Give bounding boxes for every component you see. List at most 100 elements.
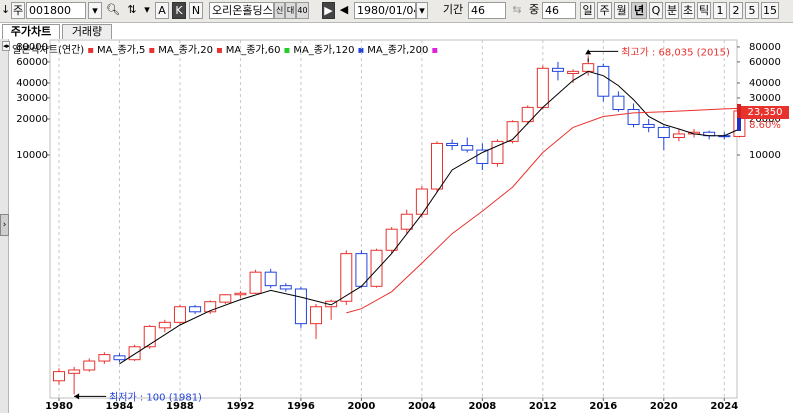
x-tick-label: 1992: [227, 401, 255, 412]
candle-body: [204, 301, 217, 313]
ma-line: [119, 70, 740, 365]
count-input[interactable]: 46: [542, 2, 576, 19]
x-tick-label: 2004: [408, 401, 436, 412]
tab-volume[interactable]: 거래량: [62, 24, 112, 39]
x-tick-label: 2008: [468, 401, 496, 412]
period-minute[interactable]: 분: [665, 2, 679, 19]
legend-ma5: MA_종가,5: [96, 45, 146, 56]
period-tick[interactable]: 틱: [697, 2, 711, 19]
candle-body: [340, 253, 353, 302]
price-down-marker: [737, 118, 741, 131]
prev-icon[interactable]: ◀: [339, 3, 349, 16]
x-tick-label: 2020: [650, 401, 678, 412]
plot-frame: [49, 39, 738, 399]
candle-body: [385, 228, 398, 251]
tool-a-button[interactable]: A: [155, 2, 169, 19]
candle-body: [627, 109, 640, 125]
candle-body: [128, 346, 141, 361]
low-label: 최저가 : 100 (1981): [109, 391, 202, 403]
candle-body: [597, 65, 610, 97]
stock-code-input[interactable]: 001800: [26, 2, 86, 19]
y-tick-label-left: 30000: [16, 93, 48, 104]
candle-body: [521, 106, 534, 123]
interval-15[interactable]: 15: [761, 2, 779, 19]
tool-n-button[interactable]: N: [189, 2, 203, 19]
search-icon[interactable]: 🔍︎: [106, 3, 120, 16]
candle-body: [83, 360, 96, 371]
candle-body: [370, 249, 383, 287]
arrow-down-icon[interactable]: ↓: [1, 3, 10, 16]
x-tick-label: 1984: [106, 401, 134, 412]
badge-loan: 대: [285, 2, 296, 19]
candle-body: [113, 355, 126, 361]
chevron-down-icon[interactable]: ▾: [144, 3, 150, 16]
badge-new: 신: [274, 2, 285, 19]
candle-body: [551, 67, 564, 72]
tool-k-button[interactable]: K: [172, 2, 186, 19]
legend-title: 일본식차트(연간): [12, 45, 85, 56]
candle-body: [249, 271, 262, 294]
x-tick-label: 2000: [347, 401, 375, 412]
tab-price-chart[interactable]: 주가차트: [2, 24, 60, 39]
candle-body: [264, 271, 277, 287]
start-date-input[interactable]: 1980/01/04: [354, 2, 416, 19]
stock-name-field: 오리온홀딩스: [209, 2, 274, 19]
interval-2[interactable]: 2: [729, 2, 743, 19]
x-tick-label: 2016: [589, 401, 617, 412]
candle-body: [143, 325, 156, 348]
period-day[interactable]: 일: [580, 2, 595, 19]
side-panel-toggle[interactable]: ›: [0, 214, 9, 236]
y-tick-label-right: 60000: [749, 57, 781, 68]
period-month[interactable]: 월: [614, 2, 629, 19]
x-tick-label: 2012: [529, 401, 557, 412]
count-label: 중: [528, 3, 540, 16]
current-price-badge: 23,350: [741, 106, 789, 119]
candle-body: [325, 300, 338, 308]
link-icon[interactable]: ⇆: [512, 3, 522, 16]
candle-body: [234, 292, 247, 296]
candle-body: [53, 371, 65, 382]
y-tick-label-right: 30000: [749, 93, 781, 104]
candle-body: [672, 133, 685, 139]
y-tick-label-left: 10000: [16, 150, 48, 161]
candle-body: [279, 285, 292, 290]
candle-body: [158, 321, 171, 329]
period-quarter[interactable]: Q: [649, 2, 663, 19]
sort-icon[interactable]: ⇅: [127, 3, 137, 16]
candle-body: [310, 306, 323, 325]
legend-ma120: MA_종가,120: [293, 45, 355, 56]
chart-tabs: 주가차트 거래량: [0, 23, 793, 39]
change-percent: 8.60%: [749, 120, 781, 131]
period-input[interactable]: 46: [468, 2, 506, 19]
chart-legend: 일본식차트(연간) ▪ MA_종가,5 ▪ MA_종가,20 ▪ MA_종가,60 ▪ MA_종…: [12, 45, 439, 56]
x-tick-label: 1980: [45, 401, 73, 412]
candle-body: [476, 149, 489, 164]
ma-line: [346, 107, 740, 314]
interval-1[interactable]: 1: [713, 2, 727, 19]
candle-body: [461, 145, 474, 151]
toolbar: ↓ 주 001800 ▾ 🔍︎ ⇅ ▾ A K N 오리온홀딩스 신 대 40 …: [0, 0, 793, 23]
period-label: 기간: [442, 3, 464, 16]
candle-body: [491, 140, 504, 164]
candle-body: [98, 354, 111, 362]
candle-body: [582, 63, 595, 72]
collapse-arrows-icon[interactable]: ◂▸: [2, 41, 10, 51]
y-tick-label-right: 20000: [749, 114, 781, 125]
candle-body: [294, 288, 307, 325]
code-dropdown-icon[interactable]: ▾: [88, 2, 102, 19]
interval-5[interactable]: 5: [745, 2, 759, 19]
price-up-marker: [737, 104, 741, 118]
period-week[interactable]: 주: [597, 2, 612, 19]
candle-body: [219, 294, 232, 303]
candle-body: [612, 95, 625, 111]
badge-margin: 40: [296, 2, 309, 19]
play-icon[interactable]: ▶: [322, 2, 335, 19]
period-year[interactable]: 년: [631, 2, 647, 19]
high-arrow-icon: [585, 49, 592, 55]
legend-ma200: MA_종가,200: [367, 45, 429, 56]
calendar-dropdown-icon[interactable]: ▾: [416, 2, 428, 19]
market-selector[interactable]: 주: [11, 2, 25, 19]
x-tick-label: 2024: [710, 401, 738, 412]
period-second[interactable]: 초: [681, 2, 695, 19]
y-tick-label-left: 20000: [16, 114, 48, 125]
